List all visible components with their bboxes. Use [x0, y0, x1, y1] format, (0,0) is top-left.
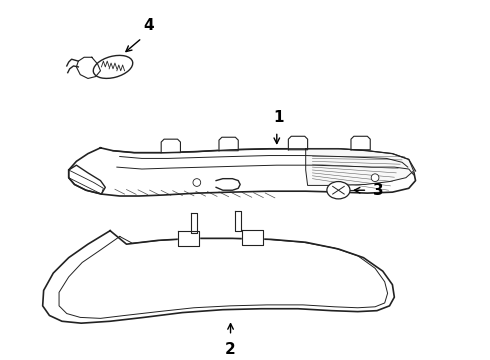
Polygon shape	[177, 231, 199, 246]
Polygon shape	[43, 231, 394, 323]
Circle shape	[371, 174, 379, 181]
Polygon shape	[69, 148, 416, 196]
Polygon shape	[69, 165, 105, 194]
Polygon shape	[235, 211, 241, 231]
Ellipse shape	[93, 55, 133, 78]
Polygon shape	[288, 136, 308, 150]
Circle shape	[193, 179, 201, 186]
Polygon shape	[306, 149, 414, 185]
Text: 1: 1	[273, 110, 284, 125]
Polygon shape	[161, 139, 180, 153]
Polygon shape	[242, 230, 263, 245]
Ellipse shape	[327, 181, 350, 199]
Text: 4: 4	[144, 18, 154, 33]
Polygon shape	[351, 136, 370, 150]
Text: 3: 3	[373, 183, 384, 198]
Polygon shape	[191, 213, 197, 233]
Polygon shape	[219, 137, 238, 151]
Polygon shape	[76, 57, 100, 78]
Text: 2: 2	[225, 342, 236, 357]
